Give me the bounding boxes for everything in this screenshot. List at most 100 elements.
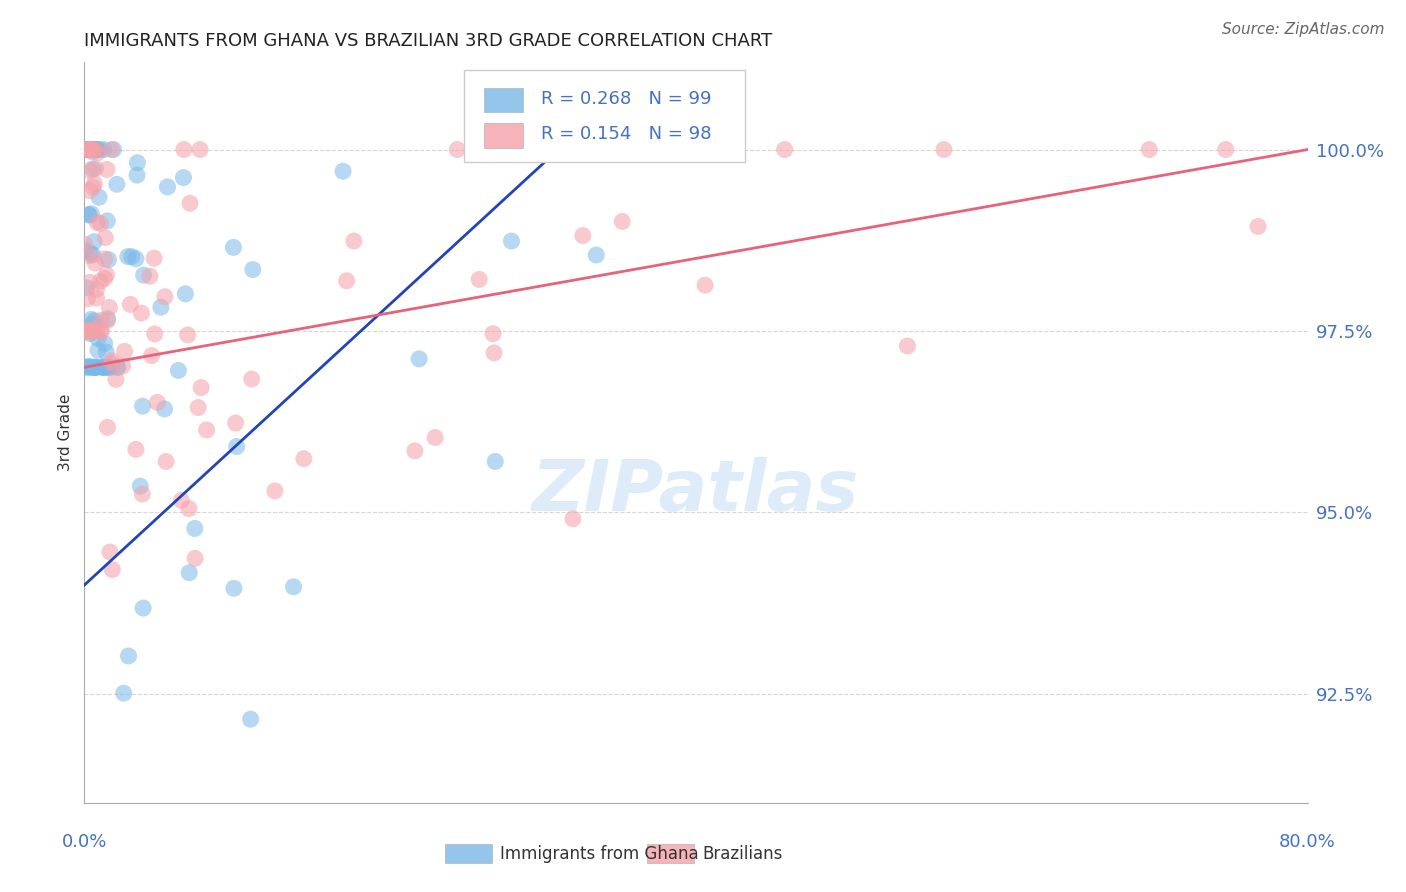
- Point: [76, 143, 98, 157]
- Point: [82, 162, 104, 177]
- Point: [179, 196, 201, 211]
- Point: [84, 360, 107, 375]
- Point: [89, 216, 111, 230]
- Point: [188, 143, 211, 157]
- Text: 80.0%: 80.0%: [1279, 833, 1336, 851]
- Point: [84, 360, 107, 375]
- Point: [87, 190, 110, 204]
- Point: [446, 143, 468, 157]
- Point: [225, 440, 247, 454]
- Point: [79, 276, 101, 290]
- Text: R = 0.154   N = 98: R = 0.154 N = 98: [541, 125, 711, 144]
- Point: [75, 324, 97, 338]
- Point: [76, 324, 98, 338]
- Point: [103, 143, 125, 157]
- Point: [77, 143, 100, 157]
- Point: [292, 451, 315, 466]
- Point: [96, 214, 118, 228]
- Point: [93, 252, 115, 266]
- Point: [240, 372, 263, 386]
- Point: [73, 244, 96, 258]
- Point: [187, 401, 209, 415]
- Point: [112, 686, 135, 700]
- Point: [82, 317, 104, 331]
- Point: [156, 179, 179, 194]
- Point: [104, 372, 127, 386]
- Point: [239, 712, 262, 726]
- Point: [114, 344, 136, 359]
- Point: [408, 351, 430, 366]
- Point: [75, 143, 97, 157]
- Point: [335, 274, 357, 288]
- Point: [222, 240, 245, 254]
- Point: [77, 208, 100, 222]
- Point: [177, 501, 200, 516]
- Point: [90, 313, 112, 327]
- Point: [932, 143, 955, 157]
- Point: [89, 324, 111, 338]
- Point: [83, 177, 105, 191]
- Point: [79, 324, 101, 338]
- FancyBboxPatch shape: [647, 844, 693, 863]
- Point: [155, 454, 177, 468]
- Point: [75, 360, 97, 375]
- Point: [96, 313, 118, 327]
- Point: [82, 248, 104, 262]
- Point: [184, 521, 207, 535]
- Point: [96, 360, 118, 375]
- Point: [73, 143, 96, 157]
- Point: [91, 360, 114, 375]
- Point: [79, 360, 101, 375]
- Point: [561, 143, 583, 157]
- Point: [117, 648, 139, 663]
- Point: [86, 283, 108, 297]
- Text: R = 0.268   N = 99: R = 0.268 N = 99: [541, 90, 711, 108]
- Point: [96, 268, 118, 282]
- Text: IMMIGRANTS FROM GHANA VS BRAZILIAN 3RD GRADE CORRELATION CHART: IMMIGRANTS FROM GHANA VS BRAZILIAN 3RD G…: [84, 32, 773, 50]
- Point: [84, 143, 107, 157]
- Point: [101, 563, 124, 577]
- Point: [89, 274, 111, 288]
- Point: [83, 143, 105, 157]
- Point: [101, 356, 124, 370]
- Point: [107, 360, 129, 375]
- Point: [86, 215, 108, 229]
- Point: [84, 143, 107, 157]
- Point: [585, 248, 607, 262]
- Point: [79, 143, 101, 157]
- Text: Source: ZipAtlas.com: Source: ZipAtlas.com: [1222, 22, 1385, 37]
- Point: [77, 143, 100, 157]
- Point: [87, 331, 110, 345]
- Point: [77, 359, 100, 374]
- Point: [82, 360, 104, 375]
- Point: [77, 207, 100, 221]
- Point: [177, 327, 200, 342]
- Point: [170, 493, 193, 508]
- Text: 0.0%: 0.0%: [62, 833, 107, 851]
- Point: [84, 256, 107, 270]
- Point: [96, 162, 118, 177]
- Point: [343, 234, 366, 248]
- Point: [105, 360, 128, 375]
- Point: [83, 143, 105, 157]
- Point: [83, 360, 105, 375]
- Text: Brazilians: Brazilians: [702, 845, 783, 863]
- Point: [96, 345, 118, 359]
- Point: [1215, 143, 1237, 157]
- Point: [97, 311, 120, 326]
- Point: [612, 214, 634, 228]
- Point: [283, 580, 305, 594]
- Point: [143, 326, 166, 341]
- Point: [125, 252, 148, 266]
- Point: [73, 143, 96, 157]
- Point: [179, 566, 201, 580]
- Point: [484, 454, 506, 468]
- Point: [84, 161, 107, 176]
- Point: [695, 278, 717, 293]
- Point: [77, 360, 100, 375]
- Point: [73, 143, 96, 157]
- Point: [143, 251, 166, 265]
- Point: [84, 143, 107, 157]
- FancyBboxPatch shape: [446, 844, 492, 863]
- Point: [896, 339, 918, 353]
